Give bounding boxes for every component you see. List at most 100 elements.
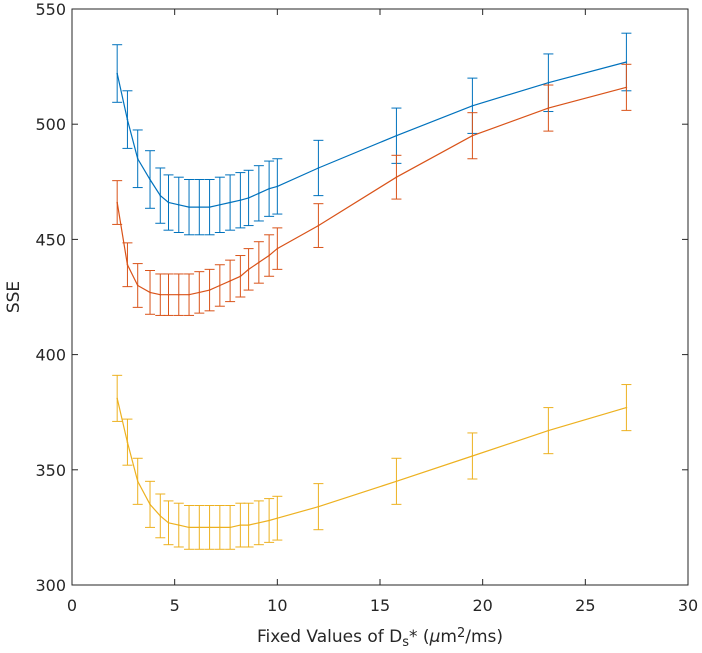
x-tick-label: 10 [267, 596, 287, 615]
error-bar [155, 167, 166, 224]
data-point [395, 176, 398, 178]
error-bar [194, 271, 205, 314]
error-bar [621, 63, 632, 111]
error-bar [225, 174, 236, 231]
axes-layer: 0 5 10 15 20 25 30 300 350 400 450 500 550 [35, 0, 698, 615]
error-bar [313, 483, 324, 531]
error-bar [243, 248, 254, 291]
error-bar [145, 270, 156, 315]
error-bar [391, 457, 402, 505]
data-point [317, 224, 320, 227]
series-layer [112, 32, 632, 550]
data-point [188, 526, 190, 529]
data-point [317, 167, 320, 169]
data-point [268, 519, 270, 522]
data-point [198, 526, 201, 529]
data-point [219, 526, 221, 529]
data-point [198, 206, 201, 208]
error-bar [204, 505, 215, 550]
y-tick-label: 450 [35, 230, 66, 249]
x-tick-label: 25 [575, 596, 595, 615]
data-point [159, 515, 162, 517]
error-bar [184, 505, 195, 550]
data-point [239, 524, 242, 526]
data-point [276, 247, 279, 250]
error-bar [467, 112, 478, 160]
error-bar [204, 268, 215, 312]
error-bar [243, 169, 254, 227]
x-axis-label: Fixed Values of Ds* (μm2/ms) [257, 626, 503, 650]
error-bar [214, 505, 225, 550]
data-point [159, 194, 162, 197]
data-point [229, 201, 231, 204]
data-point [219, 204, 221, 206]
data-point [149, 178, 151, 181]
error-bar [543, 84, 554, 132]
data-point [471, 104, 474, 107]
data-point [167, 521, 170, 524]
data-point [239, 199, 242, 202]
error-bar [253, 241, 264, 284]
x-tick-label: 0 [67, 596, 77, 615]
data-point [268, 254, 270, 257]
error-bar [235, 255, 246, 298]
x-tick-label: 30 [678, 596, 698, 615]
error-bar [194, 505, 205, 550]
error-bar [272, 227, 283, 270]
error-bar [173, 502, 184, 548]
data-point [136, 480, 139, 483]
data-point [229, 526, 231, 529]
error-bar [214, 176, 225, 233]
series-group-3 [112, 374, 632, 550]
data-point [167, 293, 170, 296]
data-point [208, 206, 211, 208]
data-point [625, 86, 628, 89]
error-bar [163, 500, 174, 546]
y-tick-label: 300 [35, 576, 66, 595]
error-bar [313, 139, 324, 197]
labels-layer: SSE Fixed Values of Ds* (μm2/ms) [4, 281, 503, 650]
data-point [219, 284, 221, 287]
data-point [258, 521, 260, 524]
error-bar [264, 160, 275, 217]
error-bar [272, 158, 283, 215]
data-point [247, 524, 250, 526]
series-group-1 [112, 32, 632, 236]
data-point [547, 107, 550, 109]
data-point [177, 293, 180, 296]
error-bar [163, 174, 174, 231]
data-point [208, 526, 211, 529]
data-point [159, 293, 162, 296]
error-bar [253, 500, 264, 546]
data-point [188, 293, 190, 296]
plot-area [72, 9, 688, 585]
data-point [247, 197, 250, 199]
error-bar [145, 480, 156, 528]
series-group-2 [112, 63, 632, 316]
data-point [198, 291, 201, 294]
y-axis-label: SSE [4, 281, 24, 313]
data-point [258, 192, 260, 195]
error-bar [132, 129, 143, 189]
y-tick-label: 350 [35, 461, 66, 480]
data-point [126, 263, 129, 266]
data-point [268, 187, 270, 190]
error-bar [264, 234, 275, 277]
y-tick-label: 500 [35, 115, 66, 134]
error-bar [272, 495, 283, 541]
error-bar [145, 150, 156, 209]
data-point [116, 72, 118, 75]
error-bar [253, 165, 264, 222]
error-bar [225, 259, 236, 303]
error-bar [132, 263, 143, 308]
error-bar [313, 203, 324, 248]
error-bar [173, 273, 184, 316]
data-point [116, 201, 118, 204]
data-point [136, 157, 139, 160]
data-point [116, 397, 118, 400]
data-point [136, 284, 139, 287]
data-point [247, 268, 250, 271]
error-bar [235, 172, 246, 229]
series-line-1 [116, 61, 627, 208]
